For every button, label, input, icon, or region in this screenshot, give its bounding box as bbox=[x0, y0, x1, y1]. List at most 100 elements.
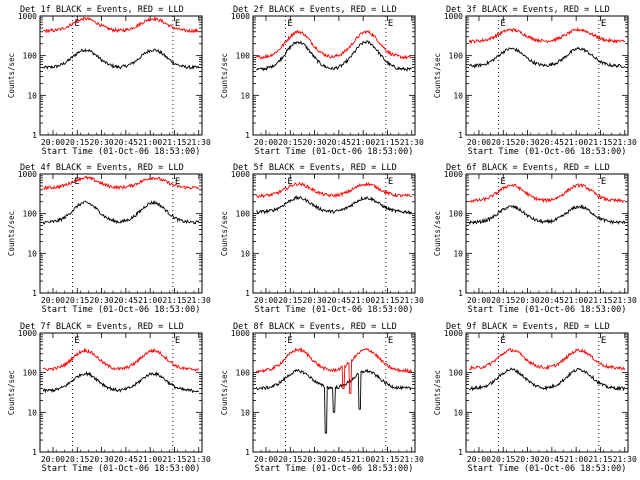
y-axis-label: Counts/sec bbox=[433, 211, 442, 256]
chart-title: Det 8f BLACK = Events, RED = LLD bbox=[233, 322, 397, 332]
x-tick-label: 20:00 bbox=[467, 455, 491, 464]
x-tick-label: 21:15 bbox=[162, 296, 186, 305]
x-axis-label: Start Time (01-Oct-06 18:53:00) bbox=[255, 147, 414, 157]
chart-panel-8: Det 8f BLACK = Events, RED = LLD 1 10 100 10… bbox=[220, 322, 424, 474]
marker-start-label: E bbox=[74, 19, 79, 29]
series-lld-line bbox=[469, 347, 626, 371]
chart-title: Det 6f BLACK = Events, RED = LLD bbox=[446, 163, 610, 173]
x-tick-label: 20:15 bbox=[278, 138, 302, 147]
series-events-line bbox=[42, 47, 200, 71]
x-tick-label: 21:15 bbox=[375, 296, 399, 305]
x-tick-label: 20:30 bbox=[303, 138, 327, 147]
series-lld-line bbox=[255, 347, 413, 394]
chart-panel-5: Det 5f BLACK = Events, RED = LLD 1 10 100 10… bbox=[220, 163, 424, 315]
x-tick-label: 20:30 bbox=[516, 296, 540, 305]
chart-panel-7: Det 7f BLACK = Events, RED = LLD 1 10 100 10… bbox=[7, 322, 211, 474]
x-tick-label: 21:15 bbox=[588, 296, 612, 305]
y-tick-label: 1000 bbox=[444, 12, 463, 21]
marker-end-label: E bbox=[175, 177, 180, 187]
series-lld-line bbox=[468, 26, 626, 45]
x-tick-label: 21:00 bbox=[138, 138, 162, 147]
x-tick-label: 20:00 bbox=[467, 296, 491, 305]
marker-end-label: E bbox=[388, 336, 393, 346]
series-events-line bbox=[256, 194, 412, 215]
x-tick-label: 20:15 bbox=[65, 138, 89, 147]
plot-frame bbox=[252, 332, 416, 453]
y-tick-label: 1000 bbox=[18, 170, 37, 179]
chart-panel-6: Det 6f BLACK = Events, RED = LLD 1 10 100 10… bbox=[433, 163, 637, 315]
x-tick-label: 20:15 bbox=[65, 455, 89, 464]
marker-end-label: E bbox=[388, 177, 393, 187]
x-tick-label: 21:00 bbox=[564, 296, 588, 305]
x-tick-label: 20:30 bbox=[516, 138, 540, 147]
y-tick-label: 1 bbox=[32, 131, 37, 140]
x-tick-label: 21:00 bbox=[351, 455, 375, 464]
x-tick-label: 20:15 bbox=[491, 455, 515, 464]
x-tick-label: 20:00 bbox=[467, 138, 491, 147]
series-lld-line bbox=[469, 183, 626, 204]
x-axis-label: Start Time (01-Oct-06 18:53:00) bbox=[468, 305, 627, 315]
marker-end-label: E bbox=[388, 19, 393, 29]
y-tick-label: 100 bbox=[236, 369, 251, 378]
x-tick-label: 20:00 bbox=[41, 296, 65, 305]
x-tick-label: 21:15 bbox=[162, 138, 186, 147]
series-lld-line bbox=[42, 175, 200, 191]
y-tick-label: 10 bbox=[27, 91, 37, 100]
x-tick-label: 20:15 bbox=[491, 296, 515, 305]
y-tick-label: 100 bbox=[449, 52, 464, 61]
y-tick-label: 1000 bbox=[18, 329, 37, 338]
y-axis-label: Counts/sec bbox=[7, 211, 16, 256]
y-axis-label: Counts/sec bbox=[220, 370, 229, 415]
series-events-line bbox=[42, 370, 199, 394]
x-axis-label: Start Time (01-Oct-06 18:53:00) bbox=[42, 464, 201, 474]
x-axis-label: Start Time (01-Oct-06 18:53:00) bbox=[255, 464, 414, 474]
y-tick-label: 100 bbox=[236, 52, 251, 61]
y-tick-label: 100 bbox=[449, 369, 464, 378]
y-tick-label: 1000 bbox=[231, 170, 250, 179]
chart-panel-3: Det 3f BLACK = Events, RED = LLD 1 10 100 10… bbox=[433, 5, 637, 157]
y-tick-label: 1 bbox=[458, 289, 463, 298]
y-tick-label: 1 bbox=[245, 289, 250, 298]
marker-start-label: E bbox=[500, 336, 505, 346]
y-tick-label: 10 bbox=[240, 91, 250, 100]
x-tick-label: 21:30 bbox=[187, 138, 211, 147]
x-tick-label: 21:30 bbox=[400, 138, 424, 147]
chart-title: Det 7f BLACK = Events, RED = LLD bbox=[20, 322, 184, 332]
series-events-line bbox=[255, 368, 412, 434]
x-tick-label: 21:15 bbox=[588, 455, 612, 464]
x-tick-label: 20:30 bbox=[303, 455, 327, 464]
y-tick-label: 1000 bbox=[444, 329, 463, 338]
x-axis-label: Start Time (01-Oct-06 18:53:00) bbox=[255, 305, 414, 315]
marker-start-label: E bbox=[287, 177, 292, 187]
chart-panel-9: Det 9f BLACK = Events, RED = LLD 1 10 100 10… bbox=[433, 322, 637, 474]
chart-title: Det 3f BLACK = Events, RED = LLD bbox=[446, 5, 610, 15]
plot-frame bbox=[39, 15, 203, 136]
y-tick-label: 10 bbox=[240, 408, 250, 417]
y-tick-label: 1 bbox=[32, 448, 37, 457]
y-axis-label: Counts/sec bbox=[220, 53, 229, 98]
y-axis-label: Counts/sec bbox=[433, 53, 442, 98]
marker-start-label: E bbox=[287, 19, 292, 29]
plot-frame bbox=[465, 332, 629, 453]
x-tick-label: 20:15 bbox=[278, 296, 302, 305]
marker-start-label: E bbox=[287, 336, 292, 346]
x-tick-label: 21:00 bbox=[564, 455, 588, 464]
y-tick-label: 100 bbox=[236, 210, 251, 219]
chart-title: Det 5f BLACK = Events, RED = LLD bbox=[233, 163, 397, 173]
plot-frame bbox=[252, 15, 416, 136]
plot-frame bbox=[39, 173, 203, 294]
x-tick-label: 21:00 bbox=[138, 455, 162, 464]
x-tick-label: 20:15 bbox=[65, 296, 89, 305]
x-tick-label: 21:00 bbox=[351, 138, 375, 147]
x-axis-label: Start Time (01-Oct-06 18:53:00) bbox=[468, 147, 627, 157]
y-tick-label: 10 bbox=[240, 249, 250, 258]
x-tick-label: 21:00 bbox=[564, 138, 588, 147]
y-tick-label: 1 bbox=[245, 131, 250, 140]
plot-frame bbox=[39, 332, 203, 453]
series-events-line bbox=[468, 203, 626, 226]
marker-start-label: E bbox=[500, 177, 505, 187]
x-axis-label: Start Time (01-Oct-06 18:53:00) bbox=[468, 464, 627, 474]
marker-start-label: E bbox=[74, 336, 79, 346]
x-tick-label: 20:30 bbox=[90, 138, 114, 147]
y-tick-label: 1 bbox=[458, 448, 463, 457]
